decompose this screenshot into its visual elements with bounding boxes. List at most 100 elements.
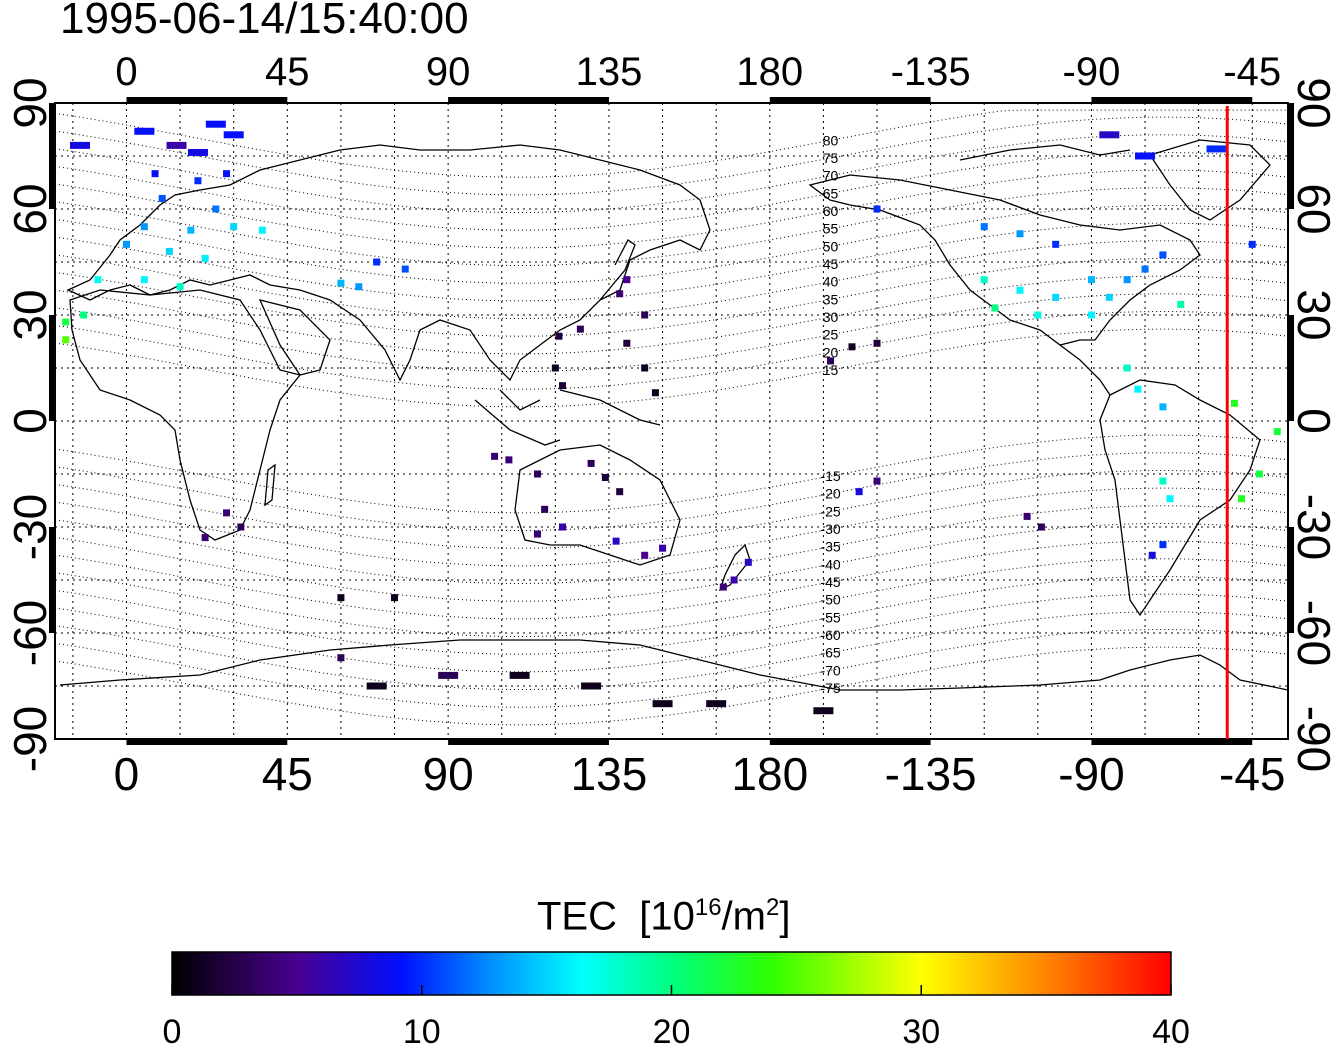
contour-line	[55, 452, 1288, 532]
tec-point	[558, 382, 566, 390]
contour-label: -25	[820, 503, 840, 519]
tec-point	[1255, 470, 1263, 478]
axis-bar-segment	[769, 97, 931, 103]
colorbar-unit-mid: /m	[721, 894, 766, 939]
tec-point	[533, 470, 541, 478]
contour-line	[55, 275, 1288, 355]
graticule	[55, 103, 1288, 739]
tec-point	[1037, 523, 1045, 531]
contour-label: 60	[823, 203, 839, 219]
lon-tick-label: 0	[115, 50, 137, 94]
contour-line	[55, 328, 1288, 408]
tec-point	[1087, 276, 1095, 284]
contour-line	[55, 310, 1288, 390]
colorbar-title: TEC [1016/m2]	[537, 894, 790, 939]
contour-line	[55, 293, 1288, 373]
contour-line	[55, 257, 1288, 337]
lat-tick-label: 0	[4, 408, 56, 434]
tec-point	[1159, 541, 1167, 549]
tec-point	[176, 283, 184, 291]
tec-point	[223, 509, 231, 517]
tec-point	[1123, 276, 1131, 284]
lat-tick-label: 90	[1288, 77, 1340, 128]
tec-point	[641, 311, 649, 319]
tec-point	[194, 177, 202, 185]
lat-ticks-right: 90 60 30 0 -30 -60 -90	[1288, 77, 1340, 772]
lon-tick-label: -45	[1219, 748, 1285, 800]
arctic-islands-coast	[959, 144, 1131, 161]
tec-point	[337, 594, 345, 602]
tec-point	[1238, 495, 1246, 503]
tec-point	[873, 205, 881, 213]
tec-point	[555, 332, 563, 340]
tec-point	[873, 339, 881, 347]
australia-coast	[514, 444, 681, 566]
colorbar-tick-label: 0	[163, 1013, 182, 1048]
tec-point	[165, 247, 173, 255]
contour-label: 70	[823, 168, 839, 184]
tec-point	[744, 558, 752, 566]
tec-point	[1141, 265, 1149, 273]
lon-tick-label: -135	[891, 50, 971, 94]
lon-tick-label: 180	[731, 748, 808, 800]
lat-tick-label: -30	[1288, 494, 1340, 560]
lon-tick-label: 0	[114, 748, 140, 800]
lon-tick-label: 135	[571, 748, 648, 800]
contour-line	[55, 593, 1288, 673]
lat-tick-label: 30	[1288, 289, 1340, 340]
tec-point	[151, 170, 159, 178]
tec-point	[1023, 512, 1031, 520]
axis-bars	[49, 97, 1294, 745]
tec-point	[612, 537, 620, 545]
tec-point	[558, 523, 566, 531]
contour-line	[55, 558, 1288, 638]
contour-line	[55, 611, 1288, 691]
tec-point	[187, 226, 195, 234]
tec-point	[855, 488, 863, 496]
lat-tick-label: -90	[1288, 706, 1340, 772]
tec-points	[62, 120, 1281, 715]
lon-ticks-top: 0 45 90 135 180 -135 -90 -45	[115, 50, 1281, 94]
tec-point	[581, 682, 602, 690]
tec-point	[827, 357, 835, 365]
contour-line	[55, 204, 1288, 284]
tec-point	[1123, 364, 1131, 372]
lat-tick-label: -90	[4, 706, 56, 772]
tec-point	[223, 131, 244, 139]
tec-point	[122, 240, 130, 248]
contour-line	[55, 522, 1288, 602]
japan-coast	[599, 239, 636, 301]
tec-point	[401, 265, 409, 273]
contour-line	[55, 222, 1288, 302]
arabia-coast	[258, 299, 331, 376]
axis-bar-segment	[1091, 97, 1253, 103]
contour-label: 15	[823, 362, 839, 378]
lat-tick-label: 30	[4, 289, 56, 340]
lat-tick-label: 90	[4, 77, 56, 128]
tec-point	[140, 276, 148, 284]
colorbar-tick-label: 30	[902, 1013, 940, 1048]
contour-line	[55, 469, 1288, 549]
tec-point	[1052, 293, 1060, 301]
tec-point	[230, 223, 238, 231]
axis-bar-segment	[49, 315, 55, 421]
tec-point	[652, 700, 673, 708]
tec-point	[201, 254, 209, 262]
tec-point	[651, 389, 659, 397]
contour-line	[55, 109, 1288, 178]
tec-point	[980, 223, 988, 231]
coastlines	[59, 139, 1288, 691]
tec-point	[80, 311, 88, 319]
tec-point	[491, 452, 499, 460]
contour-line	[55, 187, 1288, 267]
tec-point	[576, 325, 584, 333]
tec-point	[1177, 300, 1185, 308]
lon-tick-label: 45	[262, 748, 313, 800]
tec-point	[641, 551, 649, 559]
axis-bar-segment	[126, 739, 288, 745]
antarctica-coast	[59, 639, 1288, 691]
axis-bar-segment	[448, 97, 609, 103]
contour-label: -60	[820, 627, 840, 643]
tec-point	[366, 682, 387, 690]
timestamp-title: 1995-06-14/15:40:00	[60, 0, 469, 43]
